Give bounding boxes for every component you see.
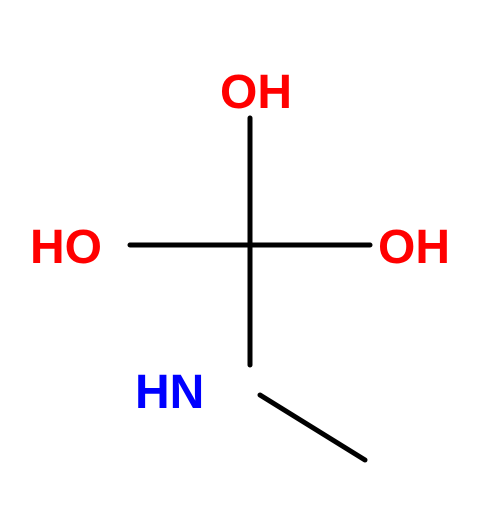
oh-top-label: OH bbox=[220, 65, 292, 120]
chemical-structure-diagram: OH HO OH HN bbox=[0, 0, 500, 500]
oh-left-label: HO bbox=[30, 220, 102, 275]
nh-label: HN bbox=[135, 365, 204, 420]
oh-right-label: OH bbox=[378, 220, 450, 275]
